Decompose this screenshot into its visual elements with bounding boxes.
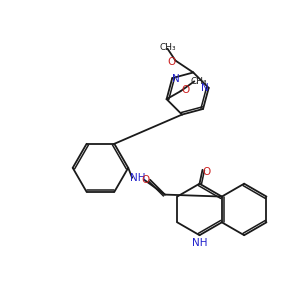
Text: O: O <box>202 167 211 177</box>
Text: O: O <box>181 85 190 95</box>
Text: O: O <box>167 57 175 67</box>
Text: NH: NH <box>130 173 146 183</box>
Text: O: O <box>141 175 149 185</box>
Text: NH: NH <box>192 238 207 248</box>
Text: N: N <box>201 83 208 93</box>
Text: CH₃: CH₃ <box>159 43 176 52</box>
Text: N: N <box>172 74 180 84</box>
Text: CH₃: CH₃ <box>191 77 208 86</box>
